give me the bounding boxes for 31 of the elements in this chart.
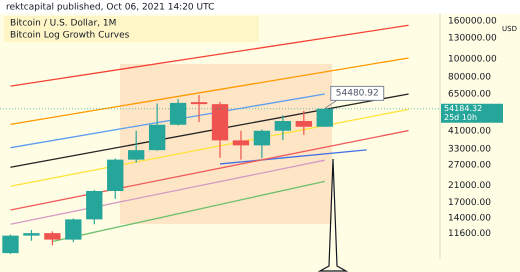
candlestick (65, 218, 82, 243)
y-tick-label: 27000.00 (448, 160, 492, 170)
candlestick (44, 230, 61, 246)
y-tick-label: 41000.00 (448, 126, 492, 137)
text: rektcapital published, Oct 06, 2021 14:20 UTC (6, 2, 214, 12)
y-tick-label: 100000.00 (448, 54, 497, 65)
y-tick-label: 130000.00 (448, 33, 497, 44)
y-tick-label: 80000.00 (448, 72, 492, 83)
candlestick (107, 158, 124, 200)
y-tick-label: 21000.00 (448, 180, 492, 191)
text: 25d 10h (444, 112, 478, 122)
candlestick (212, 101, 228, 158)
y-tick-label: 11600.00 (448, 228, 492, 239)
candlestick (190, 94, 208, 123)
annotation: 54480.92 (336, 88, 379, 99)
y-tick-label: 33000.00 (448, 144, 492, 154)
candlestick (2, 234, 19, 255)
y-tick-label: 17000.00 (448, 198, 492, 208)
text: Bitcoin / U.S. Dollar, 1M (10, 18, 116, 28)
ref-line-label: 54184.32 (444, 104, 482, 113)
y-tick-label: 65000.00 (448, 89, 492, 100)
y-tick-label: 14000.00 (448, 214, 492, 224)
y-tick-label: 160000.00 (448, 16, 497, 27)
candlestick (274, 114, 292, 141)
candlestick (86, 189, 102, 225)
candlestick (232, 130, 250, 160)
candlestick (23, 229, 40, 242)
candlestick (296, 110, 312, 136)
candlestick (128, 130, 144, 164)
candlestick (254, 128, 270, 159)
text: Bitcoin Log Growth Curves (10, 30, 130, 40)
